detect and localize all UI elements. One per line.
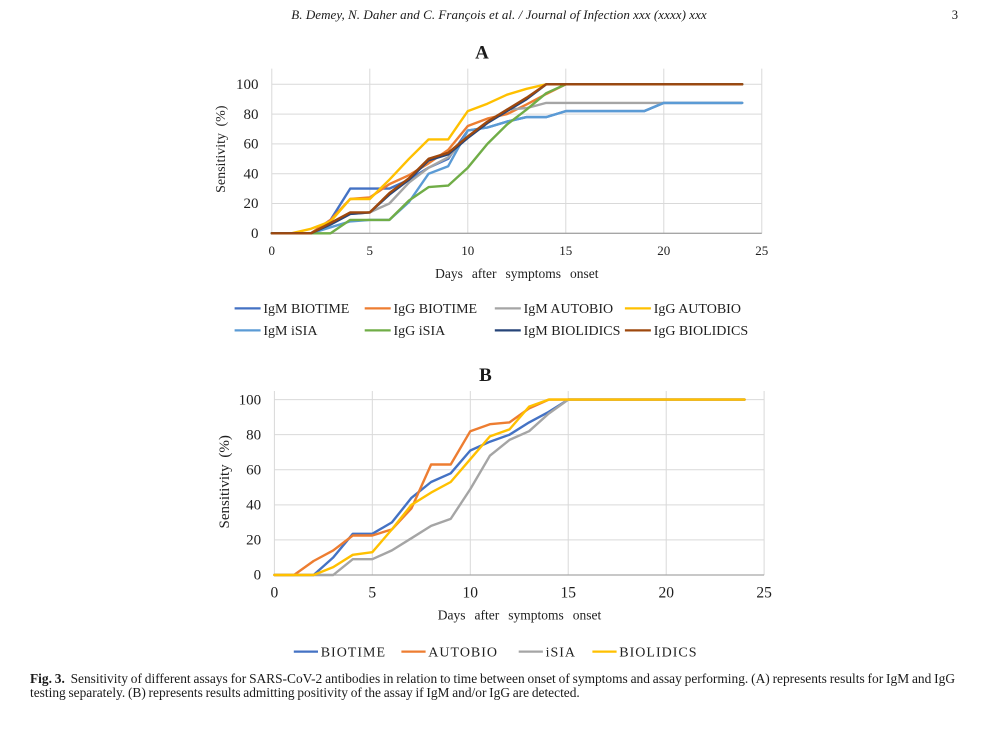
svg-text:IgG AUTOBIO: IgG AUTOBIO <box>654 302 741 317</box>
svg-text:40: 40 <box>244 166 259 182</box>
svg-text:25: 25 <box>755 243 768 258</box>
svg-text:IgM iSIA: IgM iSIA <box>263 324 318 339</box>
svg-text:IgM BIOLIDICS: IgM BIOLIDICS <box>524 324 621 339</box>
svg-text:80: 80 <box>246 427 261 443</box>
svg-text:60: 60 <box>244 137 259 153</box>
svg-text:15: 15 <box>559 243 572 258</box>
svg-text:A: A <box>475 43 489 64</box>
svg-text:20: 20 <box>657 243 670 258</box>
svg-text:100: 100 <box>239 392 262 408</box>
svg-text:100: 100 <box>236 77 259 93</box>
svg-text:IgM AUTOBIO: IgM AUTOBIO <box>524 302 614 317</box>
svg-text:Sensitivity (%): Sensitivity (%) <box>217 435 233 528</box>
svg-text:IgG iSIA: IgG iSIA <box>394 324 447 339</box>
svg-text:80: 80 <box>244 107 259 123</box>
svg-text:BIOLIDICS: BIOLIDICS <box>619 645 697 660</box>
svg-text:5: 5 <box>368 584 376 601</box>
svg-text:10: 10 <box>463 584 479 601</box>
svg-text:20: 20 <box>658 584 674 601</box>
svg-text:Sensitivity (%): Sensitivity (%) <box>214 105 229 193</box>
svg-text:15: 15 <box>560 584 576 601</box>
svg-text:IgG BIOLIDICS: IgG BIOLIDICS <box>654 324 749 339</box>
svg-text:40: 40 <box>246 498 261 514</box>
svg-text:IgG BIOTIME: IgG BIOTIME <box>394 302 478 317</box>
svg-text:0: 0 <box>271 584 279 601</box>
svg-text:60: 60 <box>246 463 261 479</box>
svg-text:BIOTIME: BIOTIME <box>321 645 386 660</box>
svg-text:10: 10 <box>461 243 474 258</box>
svg-text:AUTOBIO: AUTOBIO <box>428 645 498 660</box>
svg-text:B: B <box>479 365 492 386</box>
svg-text:0: 0 <box>269 243 276 258</box>
svg-text:20: 20 <box>246 533 261 549</box>
svg-text:5: 5 <box>367 243 374 258</box>
svg-text:Days after symptoms onset: Days after symptoms onset <box>435 266 599 281</box>
svg-text:Days after symptoms onset: Days after symptoms onset <box>438 608 602 623</box>
svg-text:iSIA: iSIA <box>546 645 576 660</box>
svg-text:0: 0 <box>254 568 262 584</box>
svg-text:25: 25 <box>756 584 772 601</box>
svg-text:IgM BIOTIME: IgM BIOTIME <box>263 302 349 317</box>
svg-text:20: 20 <box>244 196 259 212</box>
svg-text:0: 0 <box>251 226 259 242</box>
